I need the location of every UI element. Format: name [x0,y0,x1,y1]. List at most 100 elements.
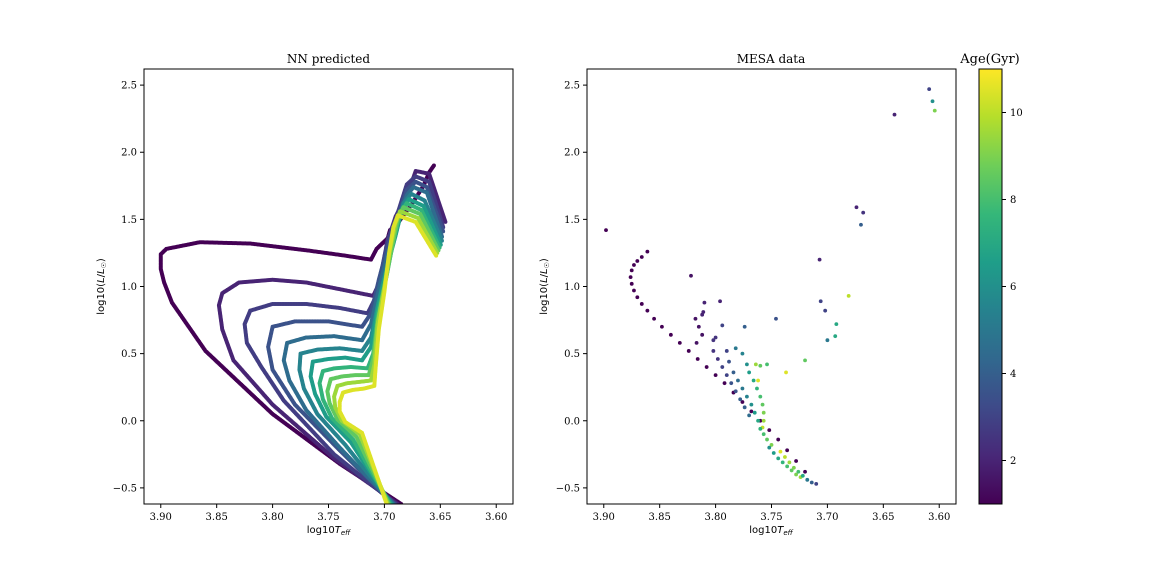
y-axis-label: log10(L/L☉) [539,258,551,315]
y-axis-label: log10(L/L☉) [96,258,108,315]
colorbar-tick-label: 4 [1010,369,1016,380]
data-point [825,338,830,343]
data-point [720,365,725,369]
data-point [704,365,709,369]
data-point [693,316,698,321]
y-tick-label: −0.5 [113,483,137,494]
data-point [645,308,650,313]
x-tick-label: 3.65 [872,512,894,523]
data-point [740,400,745,404]
panel-mesa-data: MESA data 3.90 3.85 3.80 3.75 3.70 3.65 3.60 −… [539,52,957,537]
x-axis-label: log10Teff [307,525,351,537]
data-point [720,323,725,328]
data-point [711,349,716,353]
data-point [930,99,935,104]
data-point [778,449,783,454]
data-point [787,460,792,465]
data-point [818,299,823,304]
colorbar-gradient [978,68,1003,505]
chart-title: MESA data [737,52,806,66]
data-point [800,473,805,478]
data-point [715,357,720,361]
x-tick-label: 3.75 [317,512,339,523]
plot-frame [586,68,957,505]
colorbar-tick-label: 8 [1010,195,1016,206]
data-point [785,448,790,453]
data-point [639,302,644,306]
data-point [758,394,763,399]
data-point [713,373,718,378]
data-point [738,397,743,402]
data-point [769,443,774,447]
data-point [639,255,644,259]
data-point [724,373,729,378]
data-point [789,468,794,473]
data-point [740,351,745,356]
track-point [443,219,448,224]
data-point [780,460,785,465]
data-point [729,381,734,386]
data-point [803,469,807,474]
y-tick-label: 2.5 [564,81,580,92]
data-point [796,469,801,474]
data-point [823,308,828,313]
data-point [776,456,781,461]
y-tick-label: 1.0 [121,282,137,293]
data-point [695,357,700,361]
data-point [689,273,693,278]
x-tick-label: 3.60 [485,512,507,523]
x-tick-label: 3.75 [760,512,782,523]
data-point [760,402,765,407]
data-point [752,410,757,415]
data-point [846,293,851,298]
data-point [628,275,633,280]
data-point [677,340,682,345]
data-point [774,316,778,321]
data-point [771,451,776,455]
data-point [718,299,722,304]
data-point [740,386,745,391]
data-point [645,249,650,254]
data-point [694,340,699,345]
data-point [660,324,664,329]
chart-title: NN predicted [287,52,370,66]
data-point [794,459,798,463]
data-point [747,413,752,418]
data-point [733,389,738,394]
data-point [700,332,705,337]
data-point [727,359,731,364]
data-point [803,358,807,363]
data-point [783,455,787,459]
data-point [632,263,636,267]
y-tick-label: 0.0 [121,416,137,427]
data-point [817,257,822,262]
x-axis-ticks: 3.90 3.85 3.80 3.75 3.70 3.65 3.60 [150,504,507,523]
x-tick-label: 3.65 [429,512,451,523]
data-point [927,87,932,92]
data-point [805,477,810,482]
data-point [724,349,729,353]
x-tick-label: 3.80 [704,512,726,523]
data-point [859,222,863,227]
data-point [756,378,760,383]
data-point [702,300,707,305]
data-point [747,370,752,375]
data-point [629,281,634,286]
data-point [814,481,819,486]
data-point [758,426,763,431]
data-point [765,362,769,367]
data-point [834,322,839,326]
data-point [711,338,716,343]
data-point [761,410,766,415]
data-point [749,409,754,414]
data-point [761,418,766,423]
data-point [932,108,937,113]
x-axis-ticks: 3.90 3.85 3.80 3.75 3.70 3.65 3.60 [593,504,950,523]
x-tick-label: 3.90 [593,512,615,523]
y-tick-label: 1.5 [564,215,580,226]
data-point [753,362,758,367]
data-point [742,405,747,410]
y-tick-label: 2.0 [564,148,580,159]
data-point [749,402,754,407]
